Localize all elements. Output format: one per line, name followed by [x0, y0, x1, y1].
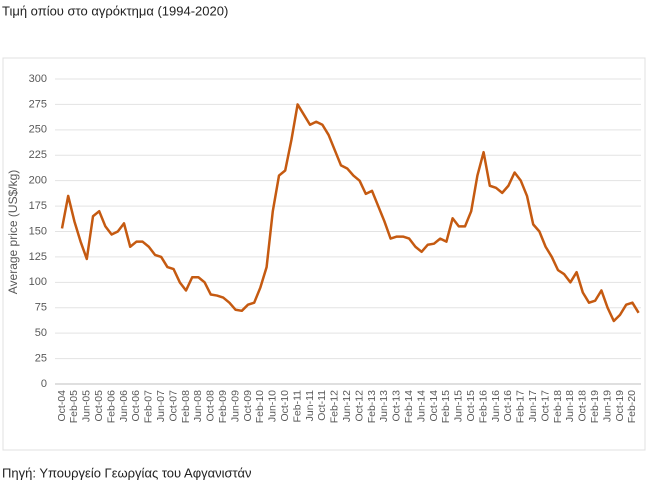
x-tick-label: Jun-13 — [378, 390, 390, 422]
x-tick-label: Oct-04 — [56, 390, 68, 422]
x-tick-label: Oct-07 — [167, 390, 179, 422]
data-line — [60, 103, 640, 323]
x-tick-label: Feb-20 — [626, 390, 638, 423]
y-tick-label: 300 — [29, 73, 47, 85]
x-tick-label: Feb-07 — [143, 390, 155, 423]
x-tick-label: Jun-10 — [267, 390, 279, 422]
y-tick-label: 200 — [29, 175, 47, 187]
x-tick-label: Oct-15 — [465, 390, 477, 422]
y-tick-label: 25 — [35, 352, 47, 364]
x-tick-label: Feb-15 — [440, 390, 452, 423]
x-tick-label: Jun-14 — [415, 390, 427, 422]
x-tick-label: Oct-12 — [353, 390, 365, 422]
y-tick-label: 75 — [35, 302, 47, 314]
x-tick-label: Oct-11 — [316, 390, 328, 421]
x-tick-label: Jun-12 — [341, 390, 353, 422]
x-tick-label: Jun-11 — [304, 390, 316, 421]
x-tick-label: Oct-14 — [428, 390, 440, 422]
x-tick-label: Feb-09 — [217, 390, 229, 423]
y-tick-label: 275 — [29, 98, 47, 110]
x-tick-label: Feb-12 — [329, 390, 341, 423]
x-tick-label: Jun-07 — [155, 390, 167, 422]
x-tick-label: Jun-05 — [81, 390, 93, 422]
x-tick-label: Feb-18 — [552, 390, 564, 423]
x-tick-label: Oct-10 — [279, 390, 291, 422]
x-tick-label: Oct-06 — [130, 390, 142, 422]
y-axis-label: Average price (US$/kg) — [6, 170, 20, 295]
y-tick-label: 0 — [41, 378, 47, 390]
x-tick-label: Oct-16 — [502, 390, 514, 422]
x-tick-label: Feb-17 — [515, 390, 527, 423]
x-tick-label: Oct-19 — [614, 390, 626, 422]
x-tick-label: Jun-19 — [601, 390, 613, 422]
x-tick-label: Jun-15 — [453, 390, 465, 422]
x-tick-label: Jun-06 — [118, 390, 130, 422]
x-tick-label: Oct-18 — [577, 390, 589, 422]
chart-title: Τιμή οπίου στο αγρόκτημα (1994-2020) — [2, 3, 228, 18]
x-tick-label: Jun-09 — [229, 390, 241, 422]
x-tick-label: Feb-11 — [291, 390, 303, 423]
x-tick-label: Feb-10 — [254, 390, 266, 423]
x-tick-label: Oct-05 — [93, 390, 105, 422]
y-tick-label: 250 — [29, 124, 47, 136]
x-tick-label: Jun-08 — [192, 390, 204, 422]
y-tick-label: 100 — [29, 276, 47, 288]
x-tick-label: Oct-09 — [242, 390, 254, 422]
source-note: Πηγή: Υπουργείο Γεωργίας του Αφγανιστάν — [2, 465, 252, 480]
x-tick-label: Jun-17 — [527, 390, 539, 422]
y-tick-label: 50 — [35, 327, 47, 339]
x-tick-label: Oct-13 — [391, 390, 403, 422]
y-tick-label: 175 — [29, 200, 47, 212]
y-tick-label: 125 — [29, 251, 47, 263]
x-tick-label: Feb-13 — [366, 390, 378, 423]
chart-frame — [2, 57, 646, 451]
x-tick-label: Feb-08 — [180, 390, 192, 423]
x-tick-label: Feb-05 — [68, 390, 80, 423]
x-tick-label: Jun-16 — [490, 390, 502, 422]
x-tick-label: Feb-16 — [477, 390, 489, 423]
y-tick-label: 225 — [29, 149, 47, 161]
x-tick-label: Oct-08 — [205, 390, 217, 422]
x-tick-label: Feb-19 — [589, 390, 601, 423]
x-tick-label: Jun-18 — [564, 390, 576, 422]
x-tick-label: Oct-17 — [539, 390, 551, 422]
x-tick-label: Feb-06 — [105, 390, 117, 423]
y-tick-label: 150 — [29, 225, 47, 237]
x-tick-label: Feb-14 — [403, 390, 415, 423]
